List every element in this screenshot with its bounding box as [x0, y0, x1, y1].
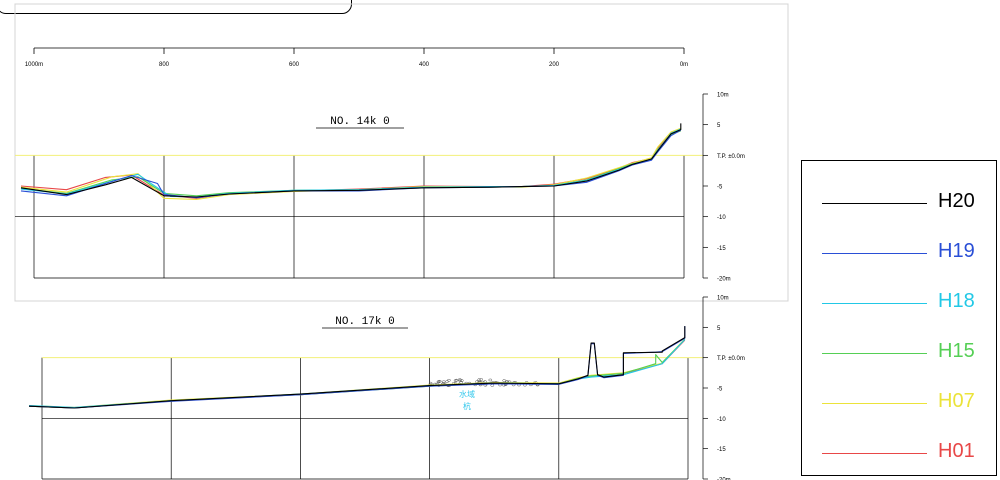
c1-y-tick-label: -20m: [717, 277, 731, 283]
legend-label-h01: H01: [938, 440, 975, 462]
rubble-stone: [479, 378, 484, 381]
c2-series-h18: [29, 339, 686, 408]
legend-label-h15: H15: [938, 340, 975, 362]
c2-y-tick-label: -5: [717, 387, 723, 393]
c1-series-h01: [20, 129, 681, 199]
legend-swatch-h19: [822, 253, 927, 254]
c2-series-h01: [29, 339, 686, 409]
rubble-stone: [488, 378, 493, 382]
chart1-frame: [14, 3, 789, 302]
legend-item-h01: H01: [802, 434, 998, 474]
c1-series-h15: [20, 130, 681, 197]
legend-label-h19: H19: [938, 240, 975, 262]
rubble-stone: [453, 379, 458, 382]
c2-y-tick-label: -20m: [717, 478, 731, 480]
c1-y-tick-label: 10m: [717, 93, 729, 99]
chart2-y-axis: 10m 5 T.P. ±0.0m -5 -10 -15 -20m: [702, 296, 745, 480]
legend: H20 H19 H18 H15 H07 H01: [801, 160, 997, 476]
chart1-x-tick-label: 600: [289, 62, 300, 68]
legend-item-h20: H20: [802, 184, 998, 224]
c2-y-tick-label: 5: [717, 326, 721, 332]
rubble-stone: [447, 378, 451, 382]
legend-swatch-h18: [822, 303, 927, 304]
legend-item-h18: H18: [802, 284, 998, 324]
chart1-x-tick-label: 1000m: [25, 62, 43, 68]
c1-y-tick-label: T.P. ±0.0m: [717, 154, 745, 160]
c2-series-h07: [29, 338, 686, 408]
chart2-series: [29, 326, 686, 409]
c1-y-tick-label: 5: [717, 123, 721, 129]
rubble-stone: [445, 380, 449, 383]
legend-swatch-h07: [822, 403, 927, 404]
c1-y-tick-label: -15: [717, 246, 726, 252]
legend-item-h15: H15: [802, 334, 998, 374]
c1-series-h20: [20, 123, 682, 198]
chart1-title: NO. 14k 0: [330, 116, 389, 128]
c2-y-tick-label: T.P. ±0.0m: [717, 356, 745, 362]
rubble-stone: [477, 378, 482, 382]
c2-series-h20: [29, 326, 686, 409]
legend-item-h07: H07: [802, 384, 998, 424]
legend-swatch-h20: [822, 203, 927, 204]
legend-label-h07: H07: [938, 390, 975, 412]
legend-swatch-h01: [822, 453, 927, 454]
chart2-grid: [41, 357, 703, 480]
rubble-stone: [437, 379, 442, 383]
chart1-top-ticks: 1000m 800 600 400 200 0m: [25, 48, 688, 68]
chart1-grid: [15, 154, 703, 279]
chart1-x-tick-label: 200: [549, 62, 560, 68]
rubble-stone: [502, 379, 507, 382]
c2-series-h15: [29, 339, 686, 409]
chart2-title: NO. 17k 0: [335, 316, 394, 328]
legend-item-h19: H19: [802, 234, 998, 274]
rubble-stone: [441, 380, 446, 384]
chart1-y-axis: 10m 5 T.P. ±0.0m -5 -10 -15 -20m: [702, 93, 745, 283]
chart2-annotation-line1: 水域: [459, 389, 475, 399]
chart1-x-tick-label: 800: [159, 62, 170, 68]
legend-label-h18: H18: [938, 290, 975, 312]
legend-swatch-h15: [822, 353, 927, 354]
chart1-x-tick-label: 0m: [680, 62, 688, 68]
c2-y-tick-label: -10: [717, 417, 726, 423]
c2-series-h19: [29, 326, 686, 409]
chart1-x-tick-label: 400: [419, 62, 430, 68]
c1-series-h19: [20, 129, 682, 199]
chart1-series: [20, 123, 682, 201]
c1-y-tick-label: -10: [717, 215, 726, 221]
c2-y-tick-label: -15: [717, 447, 726, 453]
chart2-annotation-line2: 杭: [463, 401, 471, 411]
rubble-stone: [428, 381, 433, 385]
c1-series-h18: [20, 128, 682, 198]
c1-y-tick-label: -5: [717, 185, 723, 191]
rubble-stone: [457, 378, 462, 381]
c2-y-tick-label: 10m: [717, 296, 729, 302]
legend-label-h20: H20: [938, 190, 975, 212]
